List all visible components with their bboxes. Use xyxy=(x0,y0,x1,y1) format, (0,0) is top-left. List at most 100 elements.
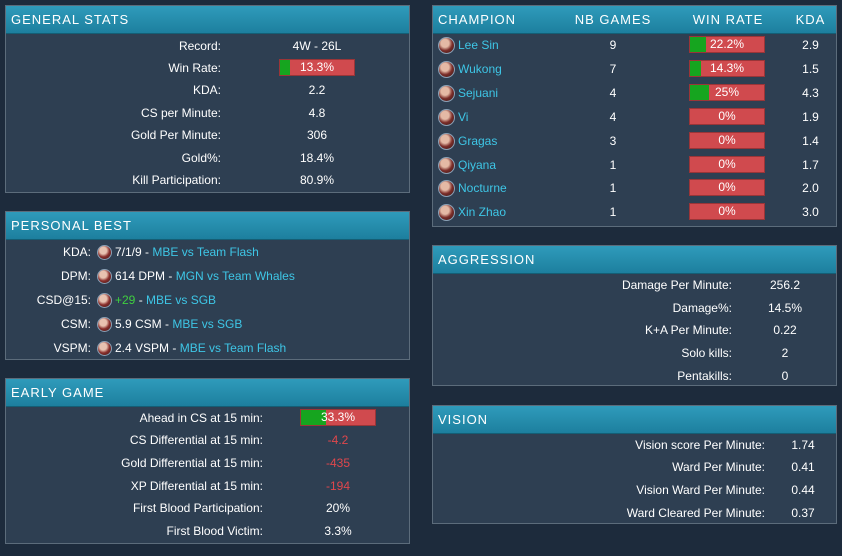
pb-entry: 7/1/9 - MBE vs Team Flash xyxy=(97,242,259,262)
early-value: 3.3% xyxy=(324,524,352,538)
champion-win-rate-bar: 0% xyxy=(689,203,765,220)
pb-match-link[interactable]: MBE vs Team Flash xyxy=(152,245,259,259)
pb-match-link[interactable]: MGN vs Team Whales xyxy=(175,269,295,283)
champion-name-link[interactable]: Wukong xyxy=(458,62,502,76)
champion-row: Qiyana 1 0% 1.7 xyxy=(433,155,836,175)
champion-name-link[interactable]: Nocturne xyxy=(458,181,507,195)
champion-win-rate-bar: 0% xyxy=(689,108,765,125)
pb-stat: +29 xyxy=(115,293,136,307)
aggression-panel: AGGRESSION Damage Per Minute: 256.2 Dama… xyxy=(432,245,837,386)
personal-best-row: KDA: 7/1/9 - MBE vs Team Flash xyxy=(6,242,409,262)
champion-games: 1 xyxy=(609,158,617,172)
early-row-ahead-cs: Ahead in CS at 15 min: 33.3% xyxy=(6,408,409,428)
champion-kda: 1.4 xyxy=(802,134,819,148)
column-header-games[interactable]: NB GAMES xyxy=(574,12,652,27)
aggression-label: K+A Per Minute: xyxy=(644,323,732,337)
champion-games: 1 xyxy=(609,181,617,195)
stat-value: 4W - 26L xyxy=(292,39,342,53)
pb-match-link[interactable]: MBE vs Team Flash xyxy=(179,341,287,355)
pb-label: VSPM: xyxy=(53,341,91,355)
champion-row: Sejuani 4 25% 4.3 xyxy=(433,83,836,103)
champion-portrait-icon xyxy=(97,317,112,333)
champion-win-rate-fill xyxy=(690,61,701,76)
stat-label: KDA: xyxy=(192,83,221,97)
ahead-cs-bar: 33.3% xyxy=(300,409,376,426)
early-row-first-blood-participation: First Blood Participation: 20% xyxy=(6,498,409,518)
champion-kda: 4.3 xyxy=(802,86,819,100)
early-label: First Blood Victim: xyxy=(166,524,263,538)
champion-portrait-icon xyxy=(438,180,455,197)
vision-label: Vision score Per Minute: xyxy=(635,438,765,452)
champion-portrait-icon xyxy=(97,245,112,261)
stat-label: Record: xyxy=(178,39,221,53)
champion-portrait-icon xyxy=(438,204,455,221)
early-row-first-blood-victim: First Blood Victim: 3.3% xyxy=(6,521,409,541)
ahead-cs-value: 33.3% xyxy=(320,410,356,424)
vision-title: VISION xyxy=(433,406,836,434)
aggression-row-damage-percent: Damage%: 14.5% xyxy=(433,298,836,318)
champion-row: Nocturne 1 0% 2.0 xyxy=(433,178,836,198)
vision-value: 1.74 xyxy=(791,438,815,452)
pb-separator: - xyxy=(169,341,180,355)
champion-portrait-icon xyxy=(438,109,455,126)
champion-win-rate-bar: 14.3% xyxy=(689,60,765,77)
vision-value: 0.37 xyxy=(791,506,815,520)
early-label: CS Differential at 15 min: xyxy=(129,433,263,447)
champion-portrait-icon xyxy=(438,133,455,150)
early-row-cs-diff: CS Differential at 15 min: -4.2 xyxy=(6,430,409,450)
stat-value: 306 xyxy=(306,128,328,142)
champion-kda: 1.5 xyxy=(802,62,819,76)
aggression-title: AGGRESSION xyxy=(433,246,836,274)
pb-label: KDA: xyxy=(62,245,91,259)
early-value: -194 xyxy=(325,479,351,493)
early-game-title: EARLY GAME xyxy=(6,379,409,407)
champions-table-header: CHAMPION NB GAMES WIN RATE KDA xyxy=(433,6,836,34)
pb-label: CSD@15: xyxy=(36,293,91,307)
champion-kda: 2.9 xyxy=(802,38,819,52)
personal-best-title: PERSONAL BEST xyxy=(6,212,409,240)
champion-portrait-icon xyxy=(438,37,455,54)
champion-name-link[interactable]: Qiyana xyxy=(458,158,497,172)
column-header-kda[interactable]: KDA xyxy=(795,12,826,27)
champion-kda: 3.0 xyxy=(802,205,819,219)
pb-stat: 7/1/9 xyxy=(115,245,142,259)
champion-name-link[interactable]: Xin Zhao xyxy=(458,205,507,219)
pb-match-link[interactable]: MBE vs SGB xyxy=(172,317,243,331)
champion-name-link[interactable]: Vi xyxy=(458,110,469,124)
win-rate-bar: 13.3% xyxy=(279,59,355,76)
champion-name-link[interactable]: Sejuani xyxy=(458,86,499,100)
stat-value: 4.8 xyxy=(308,106,326,120)
champion-games: 9 xyxy=(609,38,617,52)
pb-separator: - xyxy=(165,269,176,283)
champion-kda: 1.9 xyxy=(802,110,819,124)
early-label: First Blood Participation: xyxy=(132,501,263,515)
vision-label: Vision Ward Per Minute: xyxy=(636,483,765,497)
stat-row-gold-per-minute: Gold Per Minute: 306 xyxy=(6,125,409,145)
stat-row-win-rate: Win Rate: 13.3% xyxy=(6,58,409,78)
vision-label: Ward Per Minute: xyxy=(672,460,765,474)
champion-row: Wukong 7 14.3% 1.5 xyxy=(433,59,836,79)
personal-best-panel: PERSONAL BEST KDA: 7/1/9 - MBE vs Team F… xyxy=(5,211,410,360)
champion-name-link[interactable]: Gragas xyxy=(458,134,498,148)
champion-games: 4 xyxy=(609,110,617,124)
pb-separator: - xyxy=(135,293,147,307)
champion-win-rate-bar: 0% xyxy=(689,156,765,173)
champion-name-link[interactable]: Lee Sin xyxy=(458,38,499,52)
early-label: Ahead in CS at 15 min: xyxy=(139,411,263,425)
early-label: XP Differential at 15 min: xyxy=(130,479,263,493)
stat-value: 80.9% xyxy=(299,173,335,187)
pb-stat: 2.4 VSPM xyxy=(115,341,170,355)
pb-entry: 614 DPM - MGN vs Team Whales xyxy=(97,266,295,286)
pb-entry: 5.9 CSM - MBE vs SGB xyxy=(97,314,242,334)
stat-value: 2.2 xyxy=(308,83,326,97)
stat-row-gold-percent: Gold%: 18.4% xyxy=(6,148,409,168)
pb-entry: +29 - MBE vs SGB xyxy=(97,290,216,310)
champion-portrait-icon xyxy=(438,157,455,174)
column-header-champion[interactable]: CHAMPION xyxy=(438,12,517,27)
aggression-row-ka-per-minute: K+A Per Minute: 0.22 xyxy=(433,320,836,340)
column-header-win-rate[interactable]: WIN RATE xyxy=(692,12,764,27)
vision-row-ward-cleared-per-minute: Ward Cleared Per Minute: 0.37 xyxy=(433,503,836,523)
pb-match-link[interactable]: MBE vs SGB xyxy=(146,293,217,307)
general-stats-title: GENERAL STATS xyxy=(6,6,409,34)
aggression-label: Solo kills: xyxy=(681,346,732,360)
